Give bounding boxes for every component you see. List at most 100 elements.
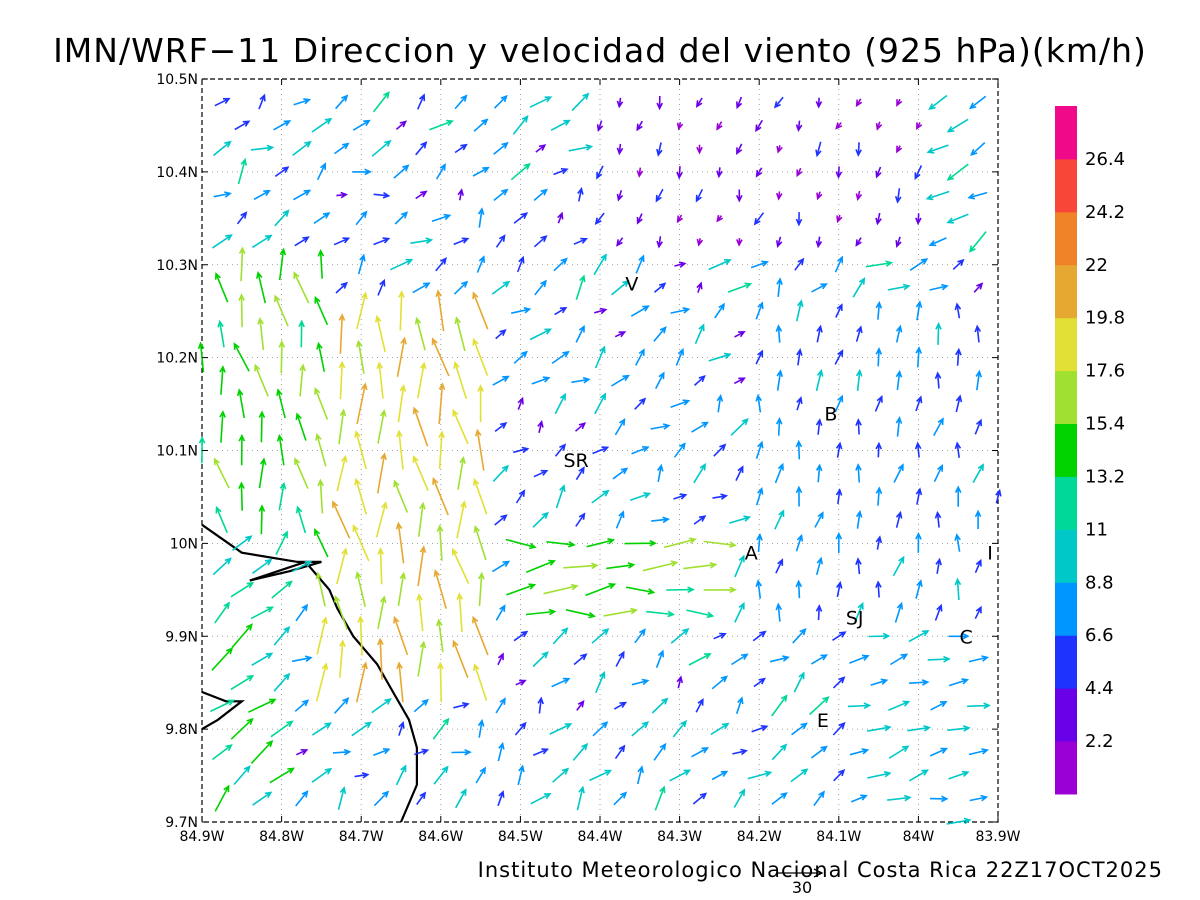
city-label: I xyxy=(987,543,993,565)
wind-vector xyxy=(849,748,870,756)
wind-vector xyxy=(815,604,823,621)
wind-vector xyxy=(708,352,732,362)
wind-vector xyxy=(968,655,990,663)
wind-vector xyxy=(274,209,290,227)
wind-vector xyxy=(855,418,862,435)
wind-vector xyxy=(914,165,923,180)
wind-vector xyxy=(870,678,889,686)
wind-vector xyxy=(258,457,267,489)
wind-vector xyxy=(970,142,986,157)
wind-vector xyxy=(855,237,862,247)
wind-vector xyxy=(452,408,469,445)
wind-vector xyxy=(219,365,226,395)
wind-vector xyxy=(796,167,803,178)
wind-vector xyxy=(433,765,449,785)
wind-vector xyxy=(875,212,882,226)
wind-vector xyxy=(334,697,350,714)
wind-vector xyxy=(576,785,585,811)
wind-vector xyxy=(929,283,949,291)
wind-vector xyxy=(728,515,752,524)
wind-vector xyxy=(810,654,828,665)
wind-vector xyxy=(925,190,950,201)
wind-vector xyxy=(653,326,667,342)
wind-vector xyxy=(732,748,748,756)
wind-vector xyxy=(855,368,863,391)
wind-vector xyxy=(775,324,783,343)
wind-vector xyxy=(875,580,882,598)
wind-vector xyxy=(452,639,469,678)
wind-vector xyxy=(278,340,286,374)
wind-vector xyxy=(614,331,627,338)
wind-vector xyxy=(675,347,684,366)
wind-vector xyxy=(355,661,368,703)
wind-vector xyxy=(525,559,557,574)
wind-vector xyxy=(552,627,569,645)
wind-vector xyxy=(974,324,982,343)
wind-vector xyxy=(755,119,763,133)
wind-vector xyxy=(315,571,326,607)
wind-vector xyxy=(495,328,507,340)
wind-vector xyxy=(456,500,467,539)
wind-vector xyxy=(771,792,788,805)
wind-vector xyxy=(273,672,291,692)
wind-vector xyxy=(655,649,665,668)
wind-vector xyxy=(795,439,803,460)
wind-vector xyxy=(256,271,267,304)
wind-vectors xyxy=(197,91,1002,825)
wind-vector xyxy=(867,770,892,779)
city-label: C xyxy=(960,626,973,648)
wind-vector xyxy=(232,535,253,551)
colorbar-segment xyxy=(1055,476,1077,530)
wind-vector xyxy=(273,120,292,131)
wind-vector xyxy=(373,192,391,199)
wind-vector xyxy=(594,392,607,415)
wind-vector xyxy=(315,662,329,702)
x-tick-label: 84W xyxy=(903,829,935,845)
wind-vector xyxy=(533,188,548,202)
wind-vector xyxy=(656,142,663,157)
wind-vector xyxy=(711,770,729,781)
wind-vector xyxy=(237,157,247,185)
wind-vector xyxy=(896,98,903,107)
x-axis-ticks: 84.9W 84.8W 84.7W 84.6W 84.5W 84.4W 84.3W 84.2W… xyxy=(179,79,1021,845)
wind-vector xyxy=(214,272,229,303)
colorbar-label: 19.8 xyxy=(1085,308,1125,329)
wind-vector xyxy=(429,119,454,131)
reference-vector: 30 xyxy=(778,868,824,897)
wind-vector xyxy=(832,676,846,689)
wind-vector xyxy=(373,748,391,757)
colorbar-label: 4.4 xyxy=(1085,678,1114,699)
wind-vector xyxy=(855,190,863,201)
wind-vector xyxy=(946,213,969,224)
wind-vector xyxy=(533,235,548,248)
wind-vector xyxy=(332,748,352,756)
wind-vector xyxy=(815,97,823,109)
wind-vector xyxy=(317,478,325,514)
wind-vector xyxy=(946,817,972,825)
wind-vector xyxy=(929,747,949,757)
wind-vector xyxy=(432,717,450,740)
wind-vector xyxy=(250,739,274,764)
wind-vector xyxy=(497,652,504,666)
wind-vector xyxy=(453,280,469,295)
colorbar-label: 13.2 xyxy=(1085,466,1125,487)
wind-vector xyxy=(316,162,326,181)
wind-vector xyxy=(855,463,862,483)
wind-vector xyxy=(338,360,346,400)
wind-vector xyxy=(238,246,246,282)
wind-vector xyxy=(676,166,683,180)
wind-vector xyxy=(338,313,346,354)
wind-vector xyxy=(895,236,902,248)
wind-vector xyxy=(414,748,430,756)
colorbar-segment xyxy=(1055,741,1077,795)
wind-vector xyxy=(473,118,489,132)
wind-vector xyxy=(454,143,468,154)
wind-vector xyxy=(934,603,943,621)
wind-vector xyxy=(666,586,695,594)
wind-vector xyxy=(630,305,650,317)
wind-vector xyxy=(494,421,508,433)
wind-vector xyxy=(575,466,585,481)
wind-vector xyxy=(275,530,288,555)
wind-vector xyxy=(316,616,328,655)
wind-vector xyxy=(278,247,287,281)
